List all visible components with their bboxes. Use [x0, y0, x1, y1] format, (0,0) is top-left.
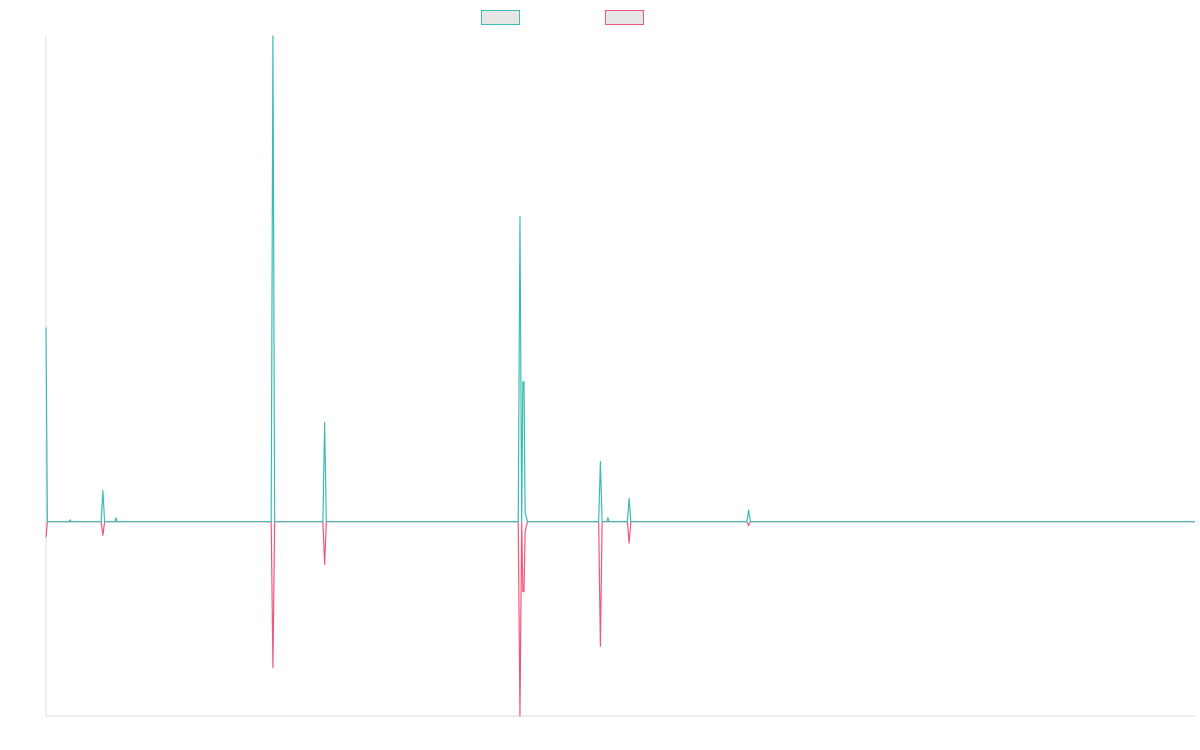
series-line-1: [45, 521, 1195, 717]
legend-swatch-teal[interactable]: [481, 10, 520, 25]
legend-swatch-pink[interactable]: [605, 10, 644, 25]
series-layer: [45, 35, 1195, 717]
axes: [45, 36, 1195, 717]
series-line-0: [45, 35, 1195, 523]
